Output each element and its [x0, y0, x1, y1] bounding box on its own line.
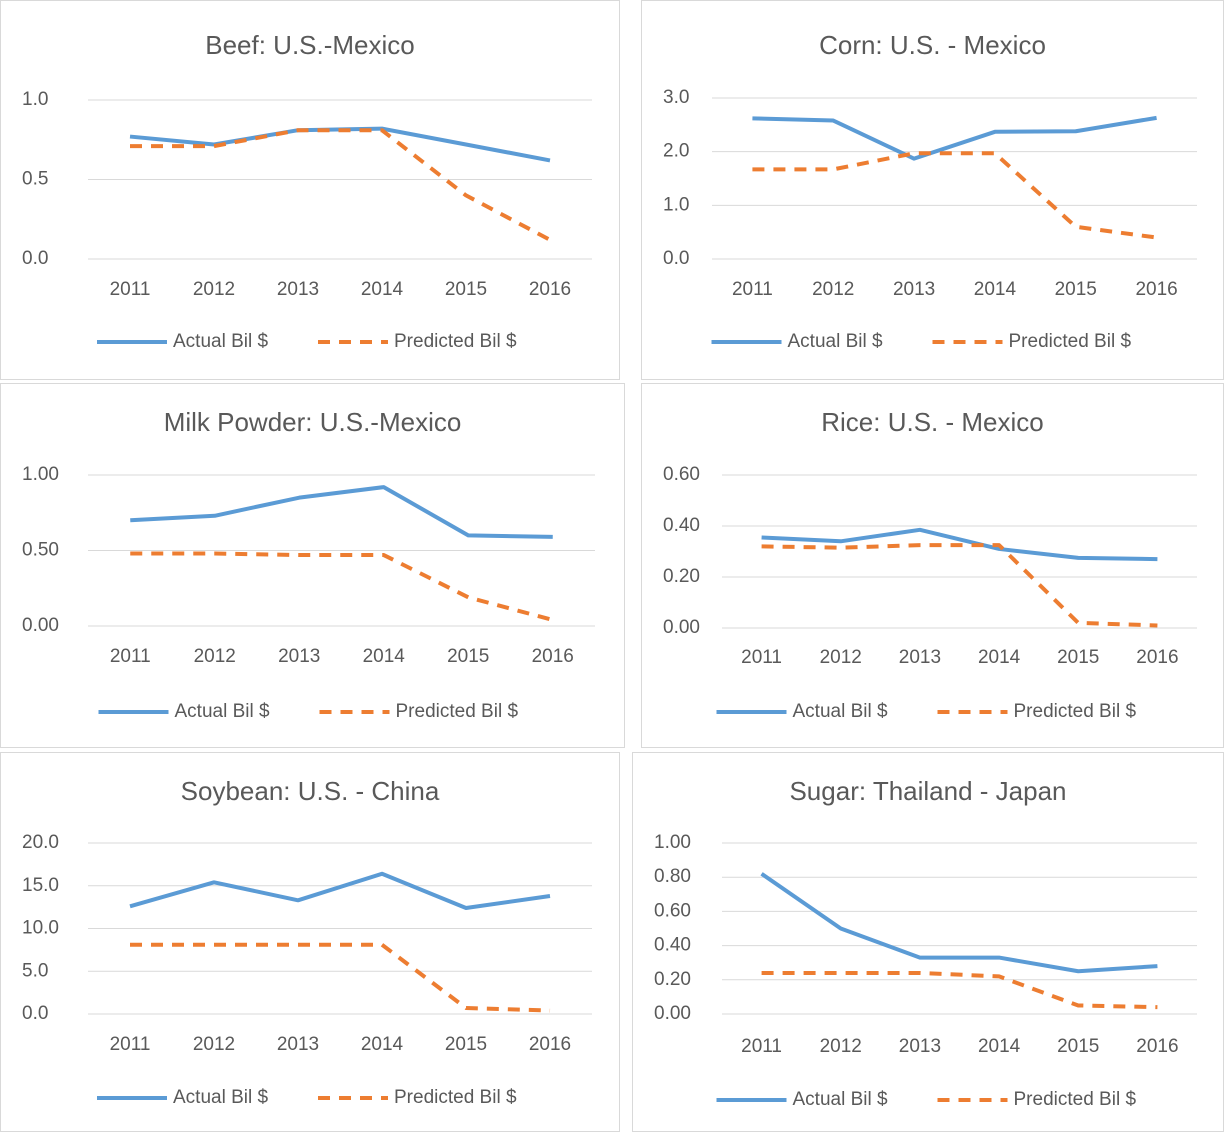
x-tick-label: 2015 — [445, 1034, 487, 1055]
series-line — [129, 871, 551, 910]
x-tick-label: 2013 — [278, 646, 320, 667]
y-tick-label: 0.00 — [22, 615, 59, 636]
y-tick-label: 15.0 — [22, 875, 59, 896]
x-tick-label: 2016 — [529, 1034, 571, 1055]
panel-border — [0, 383, 625, 748]
series-line — [130, 942, 551, 1013]
x-tick-label: 2012 — [820, 647, 862, 668]
y-tick-label: 1.00 — [654, 832, 691, 853]
y-tick-label: 20.0 — [22, 832, 59, 853]
panel-border — [0, 0, 620, 380]
x-tick-label: 2014 — [978, 1036, 1021, 1057]
x-tick-label: 2013 — [899, 647, 941, 668]
x-tick-label: 2014 — [974, 279, 1017, 300]
x-tick-label: 2011 — [110, 646, 151, 667]
x-tick-label: 2014 — [361, 1034, 404, 1055]
legend-label: Predicted Bil $ — [1014, 1089, 1137, 1110]
y-tick-label: 5.0 — [22, 960, 48, 981]
series-line — [761, 970, 1158, 1010]
x-tick-label: 2012 — [820, 1036, 862, 1057]
x-tick-label: 2016 — [1136, 647, 1178, 668]
x-tick-label: 2015 — [445, 279, 487, 300]
y-tick-label: 10.0 — [22, 918, 59, 939]
x-tick-label: 2015 — [1057, 1036, 1099, 1057]
x-tick-label: 2011 — [741, 1036, 782, 1057]
chart-title: Sugar: Thailand - Japan — [789, 776, 1066, 806]
x-tick-label: 2011 — [110, 1034, 151, 1055]
panel-border — [641, 0, 1224, 380]
panel-border — [0, 752, 620, 1132]
x-tick-label: 2012 — [812, 279, 854, 300]
chart-title: Rice: U.S. - Mexico — [821, 407, 1044, 437]
legend-label: Predicted Bil $ — [396, 701, 519, 722]
series-line — [130, 485, 553, 539]
legend-label: Actual Bil $ — [793, 701, 888, 722]
series-line — [760, 872, 1158, 974]
y-tick-label: 0.60 — [654, 900, 691, 921]
panel-border — [632, 752, 1224, 1132]
y-tick-label: 1.0 — [663, 194, 689, 215]
chart-title: Corn: U.S. - Mexico — [819, 30, 1046, 60]
legend-label: Actual Bil $ — [788, 331, 883, 352]
x-tick-label: 2016 — [529, 279, 571, 300]
chart-title: Soybean: U.S. - China — [181, 776, 440, 806]
y-tick-label: 0.0 — [22, 1003, 48, 1024]
legend-label: Actual Bil $ — [175, 701, 270, 722]
x-tick-label: 2012 — [194, 646, 236, 667]
x-tick-label: 2011 — [732, 279, 773, 300]
x-tick-label: 2013 — [899, 1036, 941, 1057]
legend-label: Predicted Bil $ — [394, 331, 517, 352]
legend-label: Predicted Bil $ — [394, 1087, 517, 1108]
x-tick-label: 2016 — [532, 646, 574, 667]
y-tick-label: 0.50 — [22, 540, 59, 561]
y-tick-label: 0.0 — [663, 248, 689, 269]
x-tick-label: 2014 — [978, 647, 1021, 668]
legend-label: Actual Bil $ — [173, 331, 268, 352]
series-line — [752, 115, 1157, 161]
x-tick-label: 2014 — [363, 646, 406, 667]
panel-border — [641, 383, 1224, 748]
x-tick-label: 2013 — [277, 279, 319, 300]
x-tick-label: 2012 — [193, 1034, 235, 1055]
y-tick-label: 2.0 — [663, 141, 689, 162]
x-tick-label: 2016 — [1136, 1036, 1178, 1057]
chart-title: Beef: U.S.-Mexico — [205, 30, 415, 60]
x-tick-label: 2015 — [447, 646, 489, 667]
y-tick-label: 1.0 — [22, 89, 48, 110]
series-line — [761, 543, 1158, 628]
y-tick-label: 1.00 — [22, 464, 59, 485]
y-tick-label: 0.80 — [654, 866, 691, 887]
series-line — [752, 151, 1157, 240]
x-tick-label: 2015 — [1057, 647, 1099, 668]
x-tick-label: 2012 — [193, 279, 235, 300]
y-tick-label: 0.40 — [663, 515, 700, 536]
legend-label: Predicted Bil $ — [1014, 701, 1137, 722]
x-tick-label: 2015 — [1055, 279, 1097, 300]
series-line — [130, 551, 554, 622]
y-tick-label: 0.60 — [663, 464, 700, 485]
series-line — [130, 128, 551, 242]
legend-label: Actual Bil $ — [173, 1087, 268, 1108]
x-tick-label: 2011 — [110, 279, 151, 300]
x-tick-label: 2013 — [893, 279, 935, 300]
y-tick-label: 0.5 — [22, 169, 48, 190]
x-tick-label: 2013 — [277, 1034, 319, 1055]
y-tick-label: 0.00 — [663, 617, 700, 638]
x-tick-label: 2014 — [361, 279, 404, 300]
y-tick-label: 0.0 — [22, 248, 48, 269]
chart-title: Milk Powder: U.S.-Mexico — [164, 407, 462, 437]
legend-label: Actual Bil $ — [793, 1089, 888, 1110]
y-tick-label: 0.20 — [654, 969, 691, 990]
y-tick-label: 0.40 — [654, 935, 691, 956]
y-tick-label: 0.20 — [663, 566, 700, 587]
legend-label: Predicted Bil $ — [1009, 331, 1132, 352]
x-tick-label: 2016 — [1135, 279, 1177, 300]
series-line — [761, 527, 1158, 562]
y-tick-label: 3.0 — [663, 87, 689, 108]
y-tick-label: 0.00 — [654, 1003, 691, 1024]
x-tick-label: 2011 — [741, 647, 782, 668]
